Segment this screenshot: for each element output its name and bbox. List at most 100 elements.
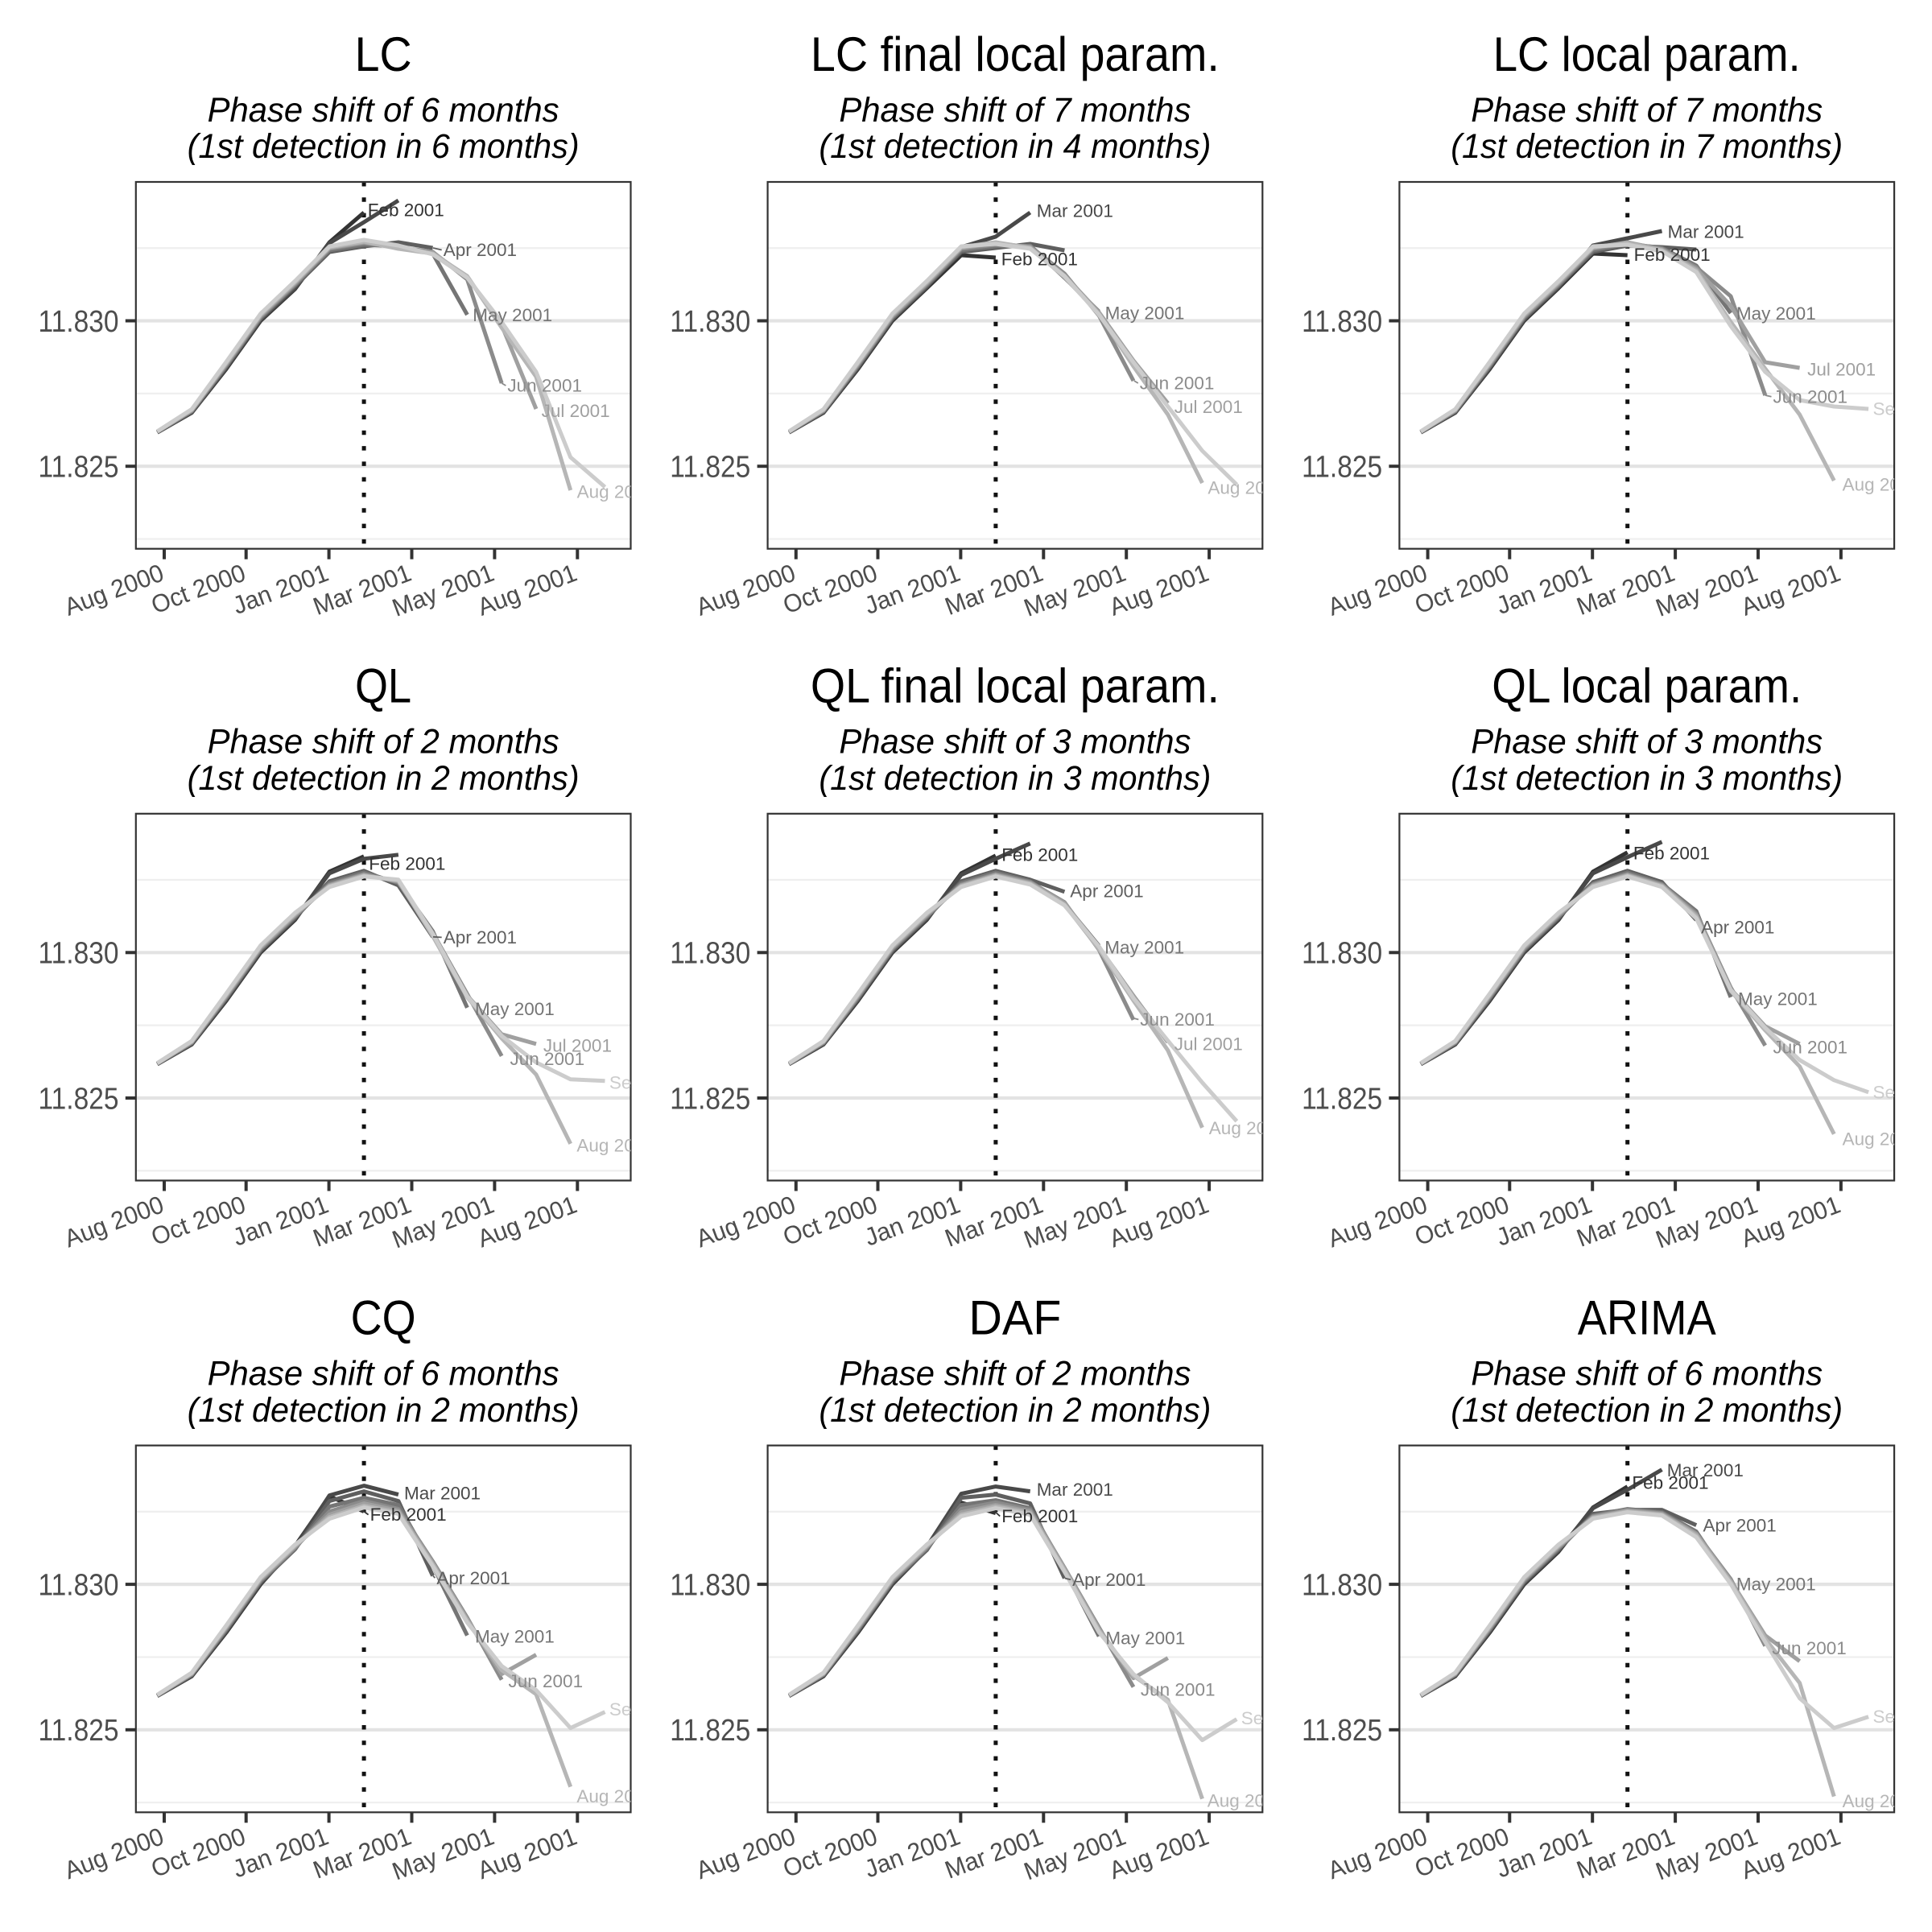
svg-text:ARIMA: ARIMA	[1578, 1290, 1716, 1344]
svg-text:Aug 2001: Aug 2001	[1208, 478, 1285, 498]
svg-text:Mar 2001: Mar 2001	[1037, 201, 1113, 221]
svg-text:Jul 2001: Jul 2001	[1174, 1034, 1243, 1055]
svg-text:Mar 2001: Mar 2001	[1668, 222, 1744, 242]
svg-text:Jun 2001: Jun 2001	[510, 1049, 585, 1069]
svg-text:11.830: 11.830	[1302, 305, 1382, 339]
svg-text:11.825: 11.825	[670, 1082, 750, 1116]
svg-text:Phase shift of 6 months: Phase shift of 6 months	[208, 1355, 559, 1393]
svg-text:May 2001: May 2001	[1738, 989, 1818, 1009]
svg-text:11.830: 11.830	[1302, 1569, 1382, 1603]
svg-text:Jun 2001: Jun 2001	[1773, 1038, 1848, 1058]
svg-text:Jun 2001: Jun 2001	[1772, 1638, 1847, 1658]
svg-text:Phase shift of 7 months: Phase shift of 7 months	[839, 91, 1191, 130]
svg-text:Aug 2001: Aug 2001	[1843, 475, 1920, 495]
svg-text:DAF: DAF	[968, 1290, 1061, 1344]
svg-text:Sep 2001: Sep 2001	[1873, 1082, 1932, 1102]
svg-text:Jul 2001: Jul 2001	[542, 401, 610, 421]
svg-text:Jul 2001: Jul 2001	[543, 1036, 612, 1056]
svg-text:Sep 2001: Sep 2001	[1873, 399, 1932, 419]
svg-text:Apr 2001: Apr 2001	[1072, 1570, 1146, 1590]
svg-text:Feb 2001: Feb 2001	[1633, 843, 1710, 863]
svg-text:Phase shift of 3 months: Phase shift of 3 months	[1471, 723, 1823, 762]
svg-text:LC final local param.: LC final local param.	[811, 27, 1220, 81]
svg-text:11.825: 11.825	[39, 1082, 119, 1116]
svg-text:11.830: 11.830	[39, 937, 119, 971]
svg-text:(1st detection in 3 months): (1st detection in 3 months)	[1451, 759, 1843, 798]
svg-text:Feb 2001: Feb 2001	[1634, 245, 1711, 265]
svg-text:Aug 2001: Aug 2001	[1209, 1118, 1286, 1138]
svg-text:Phase shift of 7 months: Phase shift of 7 months	[1471, 91, 1823, 130]
svg-text:Phase shift of 3 months: Phase shift of 3 months	[839, 723, 1191, 762]
svg-text:11.825: 11.825	[1302, 451, 1382, 485]
svg-text:Sep 2001: Sep 2001	[1241, 1708, 1319, 1728]
svg-text:May 2001: May 2001	[1736, 303, 1816, 324]
svg-text:Feb 2001: Feb 2001	[1632, 1473, 1708, 1493]
svg-text:QL: QL	[355, 659, 411, 713]
svg-text:11.825: 11.825	[1302, 1082, 1382, 1116]
svg-text:May 2001: May 2001	[1104, 937, 1184, 957]
svg-text:11.825: 11.825	[39, 1714, 119, 1748]
svg-text:Apr 2001: Apr 2001	[1701, 917, 1774, 937]
svg-text:Sep 2001: Sep 2001	[609, 1699, 687, 1719]
svg-text:Phase shift of 6 months: Phase shift of 6 months	[208, 91, 559, 130]
svg-text:11.830: 11.830	[670, 937, 750, 971]
svg-text:CQ: CQ	[351, 1290, 416, 1344]
svg-text:Feb 2001: Feb 2001	[369, 853, 445, 873]
svg-text:Jun 2001: Jun 2001	[1141, 1680, 1216, 1700]
svg-text:Jul 2001: Jul 2001	[1807, 359, 1876, 379]
svg-text:May 2001: May 2001	[1105, 1628, 1185, 1648]
svg-text:11.830: 11.830	[670, 1569, 750, 1603]
svg-text:Feb 2001: Feb 2001	[368, 200, 444, 221]
svg-text:May 2001: May 2001	[475, 1626, 555, 1646]
svg-text:Feb 2001: Feb 2001	[1001, 1506, 1078, 1526]
svg-text:Aug 2001: Aug 2001	[1843, 1129, 1920, 1149]
svg-text:(1st detection in 7 months): (1st detection in 7 months)	[1451, 127, 1843, 166]
svg-text:(1st detection in 4 months): (1st detection in 4 months)	[819, 127, 1211, 166]
svg-text:(1st detection in 6 months): (1st detection in 6 months)	[188, 127, 580, 166]
svg-text:May 2001: May 2001	[473, 305, 552, 325]
svg-text:11.830: 11.830	[39, 305, 119, 339]
svg-text:QL local param.: QL local param.	[1492, 659, 1802, 713]
svg-text:Feb 2001: Feb 2001	[1001, 844, 1078, 865]
svg-text:11.825: 11.825	[670, 1714, 750, 1748]
svg-text:Apr 2001: Apr 2001	[444, 240, 517, 260]
svg-text:Jul 2001: Jul 2001	[1174, 397, 1243, 417]
svg-text:Sep 2001: Sep 2001	[609, 1072, 687, 1092]
svg-text:(1st detection in 2 months): (1st detection in 2 months)	[819, 1391, 1211, 1430]
svg-text:Jun 2001: Jun 2001	[1140, 374, 1215, 394]
svg-text:LC local param.: LC local param.	[1493, 27, 1801, 81]
svg-text:Apr 2001: Apr 2001	[1070, 881, 1143, 901]
svg-text:May 2001: May 2001	[1105, 303, 1185, 324]
svg-text:(1st detection in 2 months): (1st detection in 2 months)	[188, 759, 580, 798]
svg-text:11.825: 11.825	[39, 451, 119, 485]
svg-text:Feb 2001: Feb 2001	[370, 1505, 447, 1525]
svg-text:11.830: 11.830	[39, 1569, 119, 1603]
svg-text:QL final local param.: QL final local param.	[811, 659, 1220, 713]
svg-text:Jun 2001: Jun 2001	[1773, 386, 1848, 407]
svg-text:Aug 2001: Aug 2001	[576, 1136, 654, 1156]
svg-text:Aug 2001: Aug 2001	[1208, 1791, 1285, 1811]
svg-text:Aug 2001: Aug 2001	[1843, 1791, 1920, 1811]
svg-text:Jun 2001: Jun 2001	[509, 1671, 584, 1691]
svg-text:Aug 2001: Aug 2001	[576, 1786, 654, 1806]
svg-text:Phase shift of 2 months: Phase shift of 2 months	[839, 1355, 1191, 1393]
svg-text:11.830: 11.830	[1302, 937, 1382, 971]
svg-text:(1st detection in 2 months): (1st detection in 2 months)	[1451, 1391, 1843, 1430]
svg-text:(1st detection in 3 months): (1st detection in 3 months)	[819, 759, 1211, 798]
svg-text:Aug 2001: Aug 2001	[577, 482, 654, 502]
svg-text:May 2001: May 2001	[475, 999, 555, 1019]
svg-text:(1st detection in 2 months): (1st detection in 2 months)	[188, 1391, 580, 1430]
svg-text:Sep 2001: Sep 2001	[1873, 1707, 1932, 1727]
svg-text:Mar 2001: Mar 2001	[1037, 1480, 1113, 1500]
svg-text:11.830: 11.830	[670, 305, 750, 339]
svg-text:Jun 2001: Jun 2001	[507, 376, 582, 396]
svg-text:Apr 2001: Apr 2001	[1703, 1516, 1777, 1536]
svg-text:Mar 2001: Mar 2001	[1667, 1460, 1744, 1480]
svg-text:Phase shift of 6 months: Phase shift of 6 months	[1471, 1355, 1823, 1393]
svg-text:Apr 2001: Apr 2001	[444, 927, 517, 947]
svg-text:11.825: 11.825	[670, 451, 750, 485]
svg-text:LC: LC	[355, 27, 412, 81]
svg-text:May 2001: May 2001	[1736, 1574, 1816, 1594]
svg-text:Jun 2001: Jun 2001	[1140, 1009, 1215, 1030]
svg-text:Feb 2001: Feb 2001	[1001, 250, 1078, 270]
